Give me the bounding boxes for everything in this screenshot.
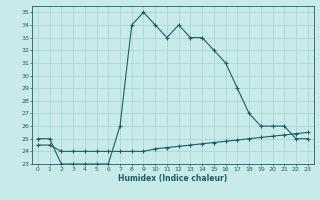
X-axis label: Humidex (Indice chaleur): Humidex (Indice chaleur) (118, 174, 228, 183)
